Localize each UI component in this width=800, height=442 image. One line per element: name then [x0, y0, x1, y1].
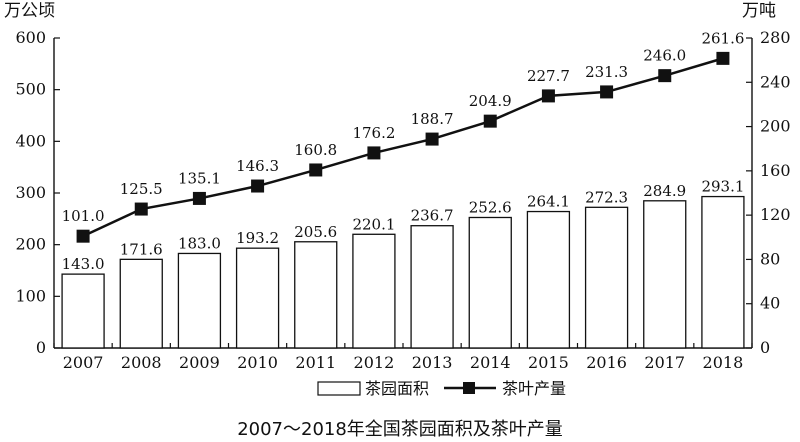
- line-marker: [658, 69, 672, 83]
- right-axis-tick-label: 160: [760, 161, 791, 180]
- bar-data-label: 236.7: [411, 207, 454, 225]
- x-axis-tick-label: 2013: [412, 353, 453, 372]
- bar-data-label: 205.6: [294, 223, 337, 241]
- line-data-label: 227.7: [527, 67, 570, 85]
- production-line: [82, 57, 724, 238]
- right-axis-tick-label: 280: [760, 28, 791, 47]
- bar: [584, 206, 629, 349]
- right-axis-tick-label: 240: [760, 72, 791, 91]
- x-axis-tick-label: 2018: [703, 353, 744, 372]
- right-axis-tick-label: 0: [760, 338, 770, 357]
- bar-data-label: 272.3: [585, 188, 628, 206]
- line-marker: [600, 85, 614, 99]
- left-axis-unit: 万公顷: [4, 1, 55, 21]
- line-data-label: 160.8: [294, 141, 337, 159]
- left-axis-tick-label: 200: [15, 235, 46, 254]
- bar: [177, 252, 222, 349]
- bar-series: [61, 195, 745, 349]
- bar-data-label: 252.6: [469, 198, 512, 216]
- bar: [410, 225, 454, 349]
- x-axis-tick-label: 2012: [354, 353, 395, 372]
- left-axis-tick-label: 500: [15, 80, 46, 99]
- x-axis-tick-label: 2009: [179, 353, 220, 372]
- bar: [294, 241, 338, 349]
- x-axis-tick-label: 2015: [528, 353, 569, 372]
- line-marker: [309, 163, 323, 177]
- line-marker: [425, 132, 439, 146]
- line-data-label: 188.7: [411, 110, 454, 128]
- x-axis-tick-label: 2011: [295, 353, 336, 372]
- line-data-label: 261.6: [701, 29, 744, 47]
- legend-label-area: 茶园面积: [365, 379, 429, 398]
- axes: 0 100 200 300 400 500 600 0 40 80 120 160 200 240 280 2…: [15, 28, 790, 372]
- line-marker: [716, 51, 730, 65]
- bar-data-label: 284.9: [643, 182, 686, 200]
- line-marker: [76, 229, 90, 243]
- left-axis-tick-label: 400: [15, 131, 46, 150]
- bar-data-label: 193.2: [236, 229, 279, 247]
- line-data-label: 246.0: [643, 47, 686, 65]
- legend-label-production: 茶叶产量: [502, 379, 566, 398]
- line-data-label: 125.5: [120, 180, 163, 198]
- right-axis-tick-label: 40: [760, 294, 780, 313]
- line-data-label: 231.3: [585, 63, 628, 81]
- line-data-label: 101.0: [62, 207, 105, 225]
- bar: [61, 273, 105, 349]
- bar: [468, 216, 512, 349]
- bar-data-label: 171.6: [120, 240, 163, 258]
- line-marker: [134, 202, 148, 216]
- x-axis-tick-label: 2017: [644, 353, 685, 372]
- line-marker: [192, 191, 206, 205]
- legend: 茶园面积 茶叶产量: [317, 379, 566, 398]
- line-marker: [483, 114, 497, 128]
- line-data-label: 176.2: [352, 124, 395, 142]
- bar-data-label: 264.1: [527, 193, 570, 211]
- line-series: [76, 51, 730, 243]
- chart-title: 2007～2018年全国茶园面积及茶叶产量: [237, 419, 563, 440]
- bar-data-label: 293.1: [701, 178, 744, 196]
- left-axis-tick-label: 600: [15, 28, 46, 47]
- x-axis-tick-label: 2010: [237, 353, 278, 372]
- line-marker: [251, 179, 265, 193]
- line-data-label: 146.3: [236, 157, 279, 175]
- bar: [526, 210, 571, 349]
- bar-data-label: 143.0: [62, 255, 105, 273]
- legend-swatch-area: [317, 381, 361, 396]
- bar: [352, 233, 396, 349]
- x-axis-tick-label: 2007: [63, 353, 104, 372]
- line-data-label: 135.1: [178, 169, 221, 187]
- line-data-label: 204.9: [469, 92, 512, 110]
- right-axis-tick-label: 80: [760, 249, 780, 268]
- right-axis-tick-label: 200: [760, 117, 791, 136]
- x-axis-tick-label: 2008: [121, 353, 162, 372]
- right-axis-unit: 万吨: [742, 1, 776, 21]
- legend-marker-production: [463, 382, 475, 394]
- bar-data-label: 183.0: [178, 234, 221, 252]
- bar: [235, 247, 280, 349]
- x-axis-tick-label: 2016: [586, 353, 627, 372]
- data-labels: 143.0 171.6 183.0 193.2 205.6 220.1 236.7 252.6…: [62, 29, 745, 273]
- bar: [701, 195, 745, 349]
- bar: [643, 200, 687, 349]
- line-marker: [367, 146, 381, 160]
- bar: [119, 258, 163, 349]
- left-axis-tick-label: 300: [15, 183, 46, 202]
- left-axis-tick-label: 0: [36, 338, 46, 357]
- x-axis-tick-label: 2014: [470, 353, 511, 372]
- left-axis-tick-label: 100: [15, 286, 46, 305]
- line-marker: [541, 89, 555, 103]
- bar-data-label: 220.1: [352, 215, 395, 233]
- right-axis-tick-label: 120: [760, 205, 791, 224]
